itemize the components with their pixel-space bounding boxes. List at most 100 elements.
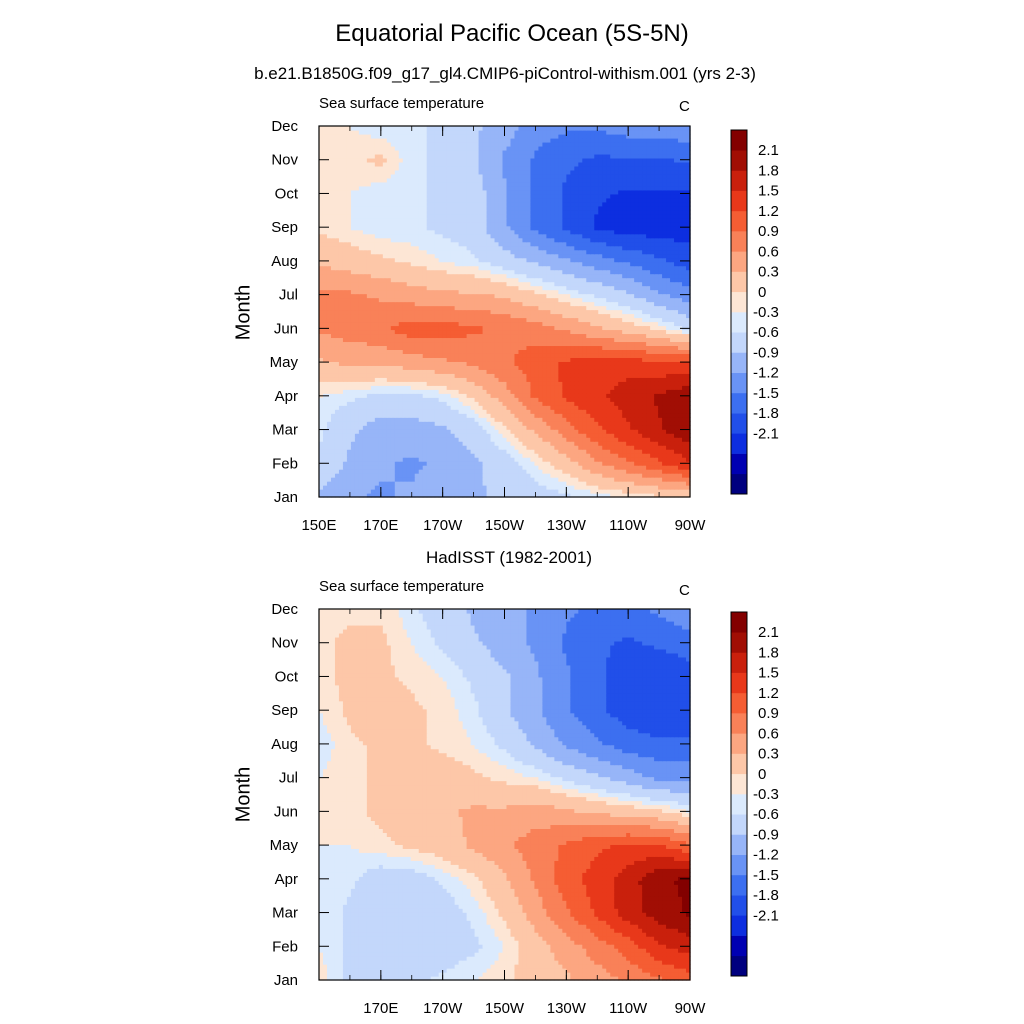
field-cell: [342, 357, 348, 362]
field-cell: [390, 401, 396, 406]
field-cell: [662, 365, 667, 370]
field-cell: [470, 297, 476, 303]
field-cell: [470, 493, 476, 498]
field-cell: [614, 489, 619, 494]
field-cell: [554, 469, 559, 474]
field-cell: [638, 329, 643, 335]
field-cell: [554, 369, 559, 374]
field-cell: [342, 477, 348, 482]
field-cell: [470, 437, 476, 442]
field-cell: [402, 437, 408, 442]
field-cell: [554, 297, 559, 303]
field-cell: [674, 481, 679, 486]
field-cell: [662, 433, 667, 438]
field-cell: [334, 489, 340, 494]
field-cell: [650, 457, 655, 462]
field-cell: [542, 453, 547, 458]
field-cell: [358, 353, 364, 358]
field-cell: [366, 345, 372, 350]
field-cell: [530, 297, 536, 303]
field-cell: [370, 361, 376, 366]
field-cell: [370, 317, 376, 323]
field-cell: [462, 389, 468, 394]
field-cell: [319, 389, 324, 394]
field-cell: [510, 437, 516, 442]
field-cell: [438, 309, 444, 315]
field-cell: [582, 457, 587, 462]
field-cell: [478, 289, 484, 295]
field-cell: [566, 345, 571, 350]
field-cell: [354, 389, 360, 394]
field-cell: [382, 353, 388, 358]
field-cell: [354, 381, 360, 386]
field-cell: [482, 325, 488, 331]
field-cell: [602, 341, 607, 347]
field-cell: [418, 361, 424, 366]
field-cell: [490, 293, 496, 299]
field-cell: [466, 481, 472, 486]
field-cell: [662, 473, 667, 478]
field-cell: [414, 281, 420, 287]
field-cell: [594, 333, 599, 339]
field-cell: [506, 289, 512, 295]
field-cell: [530, 285, 536, 291]
field-cell: [666, 357, 671, 362]
field-cell: [510, 457, 516, 462]
field-cell: [490, 461, 496, 466]
field-cell: [366, 453, 372, 458]
field-cell: [582, 361, 587, 366]
field-cell: [346, 313, 352, 319]
field-cell: [470, 305, 476, 311]
field-cell: [582, 389, 587, 394]
field-cell: [322, 453, 328, 458]
field-cell: [610, 289, 615, 295]
field-cell: [378, 393, 384, 398]
field-cell: [426, 281, 432, 287]
field-cell: [630, 305, 635, 311]
field-cell: [338, 445, 344, 450]
field-cell: [670, 393, 675, 398]
field-cell: [634, 469, 639, 474]
field-cell: [354, 481, 360, 486]
field-cell: [418, 461, 424, 466]
field-cell: [319, 337, 324, 343]
field-cell: [426, 309, 432, 315]
field-cell: [490, 353, 496, 358]
field-cell: [346, 401, 352, 406]
field-cell: [590, 489, 595, 494]
field-cell: [506, 297, 512, 303]
field-cell: [374, 377, 380, 382]
field-cell: [554, 421, 559, 426]
field-cell: [346, 453, 352, 458]
field-cell: [674, 397, 679, 402]
field-cell: [442, 297, 448, 303]
field-cell: [674, 429, 679, 434]
field-cell: [670, 381, 675, 386]
field-cell: [330, 357, 336, 362]
field-cell: [494, 381, 500, 386]
field-cell: [470, 433, 476, 438]
field-cell: [326, 345, 332, 350]
field-cell: [566, 429, 571, 434]
field-cell: [326, 429, 332, 434]
field-cell: [334, 461, 340, 466]
field-cell: [378, 437, 384, 442]
field-cell: [666, 333, 671, 339]
field-cell: [530, 481, 536, 486]
field-cell: [438, 445, 444, 450]
field-cell: [514, 489, 520, 494]
field-cell: [346, 493, 352, 498]
field-cell: [682, 429, 687, 434]
field-cell: [390, 405, 396, 410]
field-cell: [514, 413, 520, 418]
field-cell: [682, 489, 687, 494]
field-cell: [414, 385, 420, 390]
field-cell: [422, 469, 428, 474]
field-cell: [662, 461, 667, 466]
field-cell: [414, 361, 420, 366]
field-cell: [530, 445, 536, 450]
field-cell: [394, 477, 400, 482]
field-cell: [622, 333, 627, 339]
field-cell: [330, 481, 336, 486]
field-cell: [386, 477, 392, 482]
